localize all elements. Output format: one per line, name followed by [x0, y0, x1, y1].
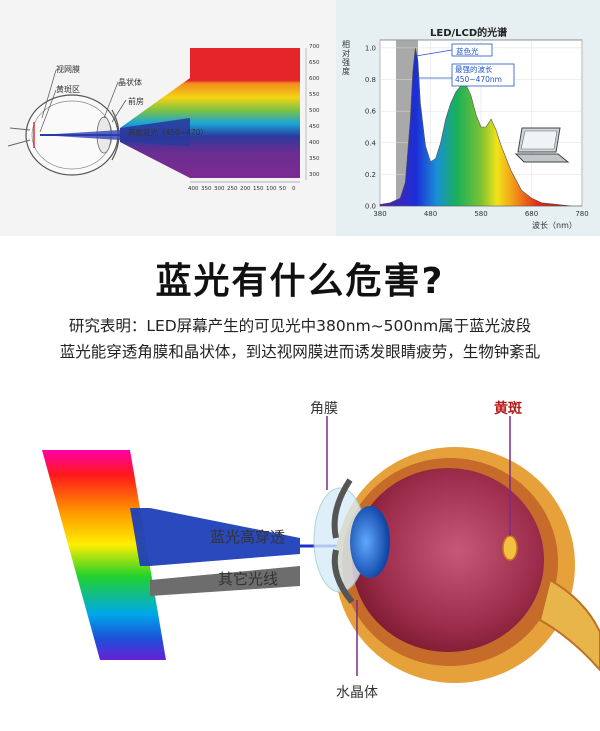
diagram-scale-tick: 600: [309, 76, 320, 82]
macula-spot: [502, 535, 518, 561]
x-tick-label: 480: [424, 210, 437, 218]
iris-lower: [331, 549, 355, 604]
macula-label: 黄斑: [494, 401, 522, 417]
diagram-scale-tick: 500: [309, 108, 320, 114]
peak-wavelength-annotation: 最强的波长 450~470nm: [455, 65, 502, 84]
iris-upper: [331, 478, 353, 539]
eye-penetration-diagram: 角膜 黄斑 蓝光高穿透 其它光线 水晶体: [0, 370, 600, 727]
lens-label: 晶状体: [118, 78, 142, 87]
diagram-axis-tick: 150: [253, 186, 264, 192]
peak-callout-box: [451, 63, 515, 87]
vitreous-body: [352, 468, 544, 652]
lens-shape: [350, 506, 390, 578]
blue-light-penetration-label: 蓝光高穿透: [210, 528, 286, 546]
diagram-axis-tick: 250: [227, 186, 238, 192]
diagram-scale-tick: 550: [309, 92, 320, 98]
eye-spectrum-panel: 视网膜 黄斑区 晶状体 前房 高能蓝光（450~470） 400 350 300 25…: [0, 0, 336, 236]
description-line-2: 蓝光能穿透角膜和晶状体，到达视网膜进而诱发眼睛疲劳，生物钟紊乱: [59, 343, 541, 361]
laptop-icon: [514, 127, 570, 163]
led-spectrum-chart-panel: 380 480 580 680 780 0.0 0.2 0.4 0.6 0.8 1.0 LED/LC…: [336, 0, 600, 236]
diagram-scale-tick: 350: [309, 156, 320, 162]
y-tick-label: 0.4: [365, 139, 377, 147]
diagram-scale-tick: 700: [309, 44, 320, 50]
diagram-scale-tick: 650: [309, 60, 320, 66]
diagram-scale-tick: 400: [309, 140, 320, 146]
description-line-1: 研究表明：LED屏幕产生的可见光中380nm~500nm属于蓝光波段: [68, 317, 532, 335]
anterior-chamber-label: 前房: [128, 97, 144, 106]
diagram-axis-tick: 0: [292, 186, 296, 192]
crystalline-lens-label: 水晶体: [336, 685, 378, 701]
y-tick-label: 0.0: [365, 203, 376, 211]
diagram-axis-tick: 50: [279, 186, 286, 192]
y-tick-label: 0.8: [365, 76, 376, 84]
diagram-axis-tick: 300: [214, 186, 225, 192]
x-axis-label: 波长（nm）: [532, 221, 577, 230]
led-spectrum-chart: 380 480 580 680 780 0.0 0.2 0.4 0.6 0.8 1.0: [365, 39, 589, 218]
retina-label: 视网膜: [56, 65, 80, 74]
blue-light-annotation: 蓝色光: [456, 47, 479, 56]
diagram-axis-tick: 100: [266, 186, 277, 192]
spectrum-chart-title: LED/LCD的光谱: [430, 28, 508, 39]
cornea-label: 角膜: [310, 401, 338, 417]
eye-cross-section-diagram: [7, 48, 307, 183]
y-axis-label: 相对强度: [342, 40, 350, 76]
y-tick-label: 0.2: [365, 171, 376, 179]
optic-nerve: [538, 578, 600, 672]
x-tick-label: 580: [474, 210, 487, 218]
eye-anatomy-illustration: [42, 416, 600, 683]
diagram-axis-tick: 350: [201, 186, 212, 192]
diagram-scale-tick: 450: [309, 124, 320, 130]
x-tick-label: 780: [575, 210, 588, 218]
diagram-scale-tick: 300: [309, 172, 320, 178]
x-tick-label: 380: [373, 210, 386, 218]
y-tick-label: 0.6: [365, 108, 377, 116]
blue-light-beam: [130, 508, 300, 566]
diagram-axis-tick: 200: [240, 186, 251, 192]
diagram-axis-tick: 400: [188, 186, 199, 192]
hev-blue-light-label: 高能蓝光（450~470）: [128, 128, 208, 137]
other-light-beam: [150, 566, 300, 596]
other-light-label: 其它光线: [218, 570, 279, 588]
macula-area-label: 黄斑区: [56, 85, 80, 94]
rainbow-prism: [42, 450, 166, 660]
y-tick-label: 1.0: [365, 44, 376, 52]
x-tick-label: 680: [525, 210, 538, 218]
page-headline: 蓝光有什么危害?: [155, 261, 445, 302]
